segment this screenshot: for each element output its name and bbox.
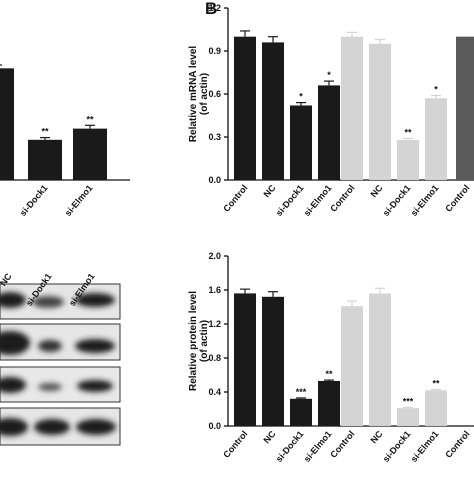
bar — [397, 139, 419, 180]
x-tick-label: NC — [369, 182, 385, 199]
x-tick-label: si-Elmo1 — [409, 429, 441, 464]
y-tick-label: 0.9 — [208, 46, 221, 56]
western-blot — [0, 283, 121, 446]
blot-band — [34, 419, 70, 435]
bar — [262, 42, 284, 181]
y-tick-label: 2.0 — [208, 251, 221, 261]
blot-band — [75, 339, 115, 353]
x-tick-label: NC — [262, 428, 278, 445]
bar — [318, 85, 340, 180]
bar — [341, 306, 363, 426]
y-tick-label: 0.0 — [208, 421, 221, 431]
significance: ** — [41, 127, 49, 137]
significance: * — [299, 92, 303, 102]
bar — [369, 293, 391, 426]
significance: ** — [432, 378, 440, 388]
x-tick-label: NC — [369, 428, 385, 445]
x-tick-label: Control — [328, 183, 356, 214]
bar — [397, 408, 419, 426]
bar — [28, 139, 62, 180]
blot-band — [0, 292, 26, 308]
x-tick-label: Control — [443, 429, 471, 460]
y-axis-label: Relative protein level — [188, 291, 199, 391]
blot-band — [76, 419, 116, 435]
blot-band — [38, 340, 62, 352]
y-tick-label: 0.0 — [208, 175, 221, 185]
y-tick-label: 1.2 — [208, 319, 221, 329]
y-tick-label: 0.3 — [208, 132, 221, 142]
bar — [0, 68, 14, 180]
y-tick-label: 1.2 — [208, 3, 221, 13]
x-tick-label: si-Dock1 — [381, 429, 413, 464]
x-tick-label: Control — [221, 429, 249, 460]
bar — [341, 36, 363, 180]
significance: ** — [325, 369, 333, 379]
bar — [369, 43, 391, 181]
x-tick-label: si-Elmo1 — [63, 183, 95, 218]
bar — [234, 36, 256, 180]
bar — [290, 398, 312, 426]
blot-band — [38, 383, 62, 391]
bar — [262, 296, 284, 426]
blot-band — [0, 331, 30, 355]
bar — [234, 293, 256, 426]
y-axis-label: (of actin) — [199, 73, 210, 115]
y-tick-label: 0.6 — [208, 89, 221, 99]
x-tick-label: Control — [221, 183, 249, 214]
y-tick-label: 1.6 — [208, 285, 221, 295]
x-tick-label: Control — [328, 429, 356, 460]
blot-band — [75, 293, 115, 307]
blot-band — [0, 418, 28, 436]
significance: * — [434, 84, 438, 94]
significance: * — [327, 70, 331, 80]
x-tick-label: si-Dock1 — [381, 183, 413, 218]
y-axis-label: Relative mRNA level — [188, 46, 199, 143]
x-tick-label: si-Elmo1 — [409, 183, 441, 218]
bar — [318, 380, 340, 426]
x-tick-label: NC — [262, 182, 278, 199]
bar — [456, 36, 474, 180]
bar — [425, 390, 447, 426]
x-tick-label: si-Dock1 — [18, 183, 50, 218]
x-tick-label: si-Elmo1 — [302, 183, 334, 218]
x-tick-label: si-Elmo1 — [302, 429, 334, 464]
bar — [73, 128, 107, 180]
blot-band — [0, 377, 26, 393]
y-axis-label: (of actin) — [199, 320, 210, 362]
bar — [425, 98, 447, 180]
blot-band — [77, 380, 113, 392]
panel-label: B — [205, 0, 217, 18]
blot-band — [32, 296, 64, 308]
x-tick-label: Control — [443, 183, 471, 214]
y-tick-label: 0.8 — [208, 353, 221, 363]
significance: *** — [296, 387, 307, 397]
significance: *** — [403, 396, 414, 406]
significance: ** — [86, 114, 94, 124]
significance: ** — [404, 127, 412, 137]
x-tick-label: si-Dock1 — [274, 429, 306, 464]
bar — [290, 105, 312, 180]
y-tick-label: 0.4 — [208, 387, 221, 397]
x-tick-label: si-Dock1 — [274, 183, 306, 218]
